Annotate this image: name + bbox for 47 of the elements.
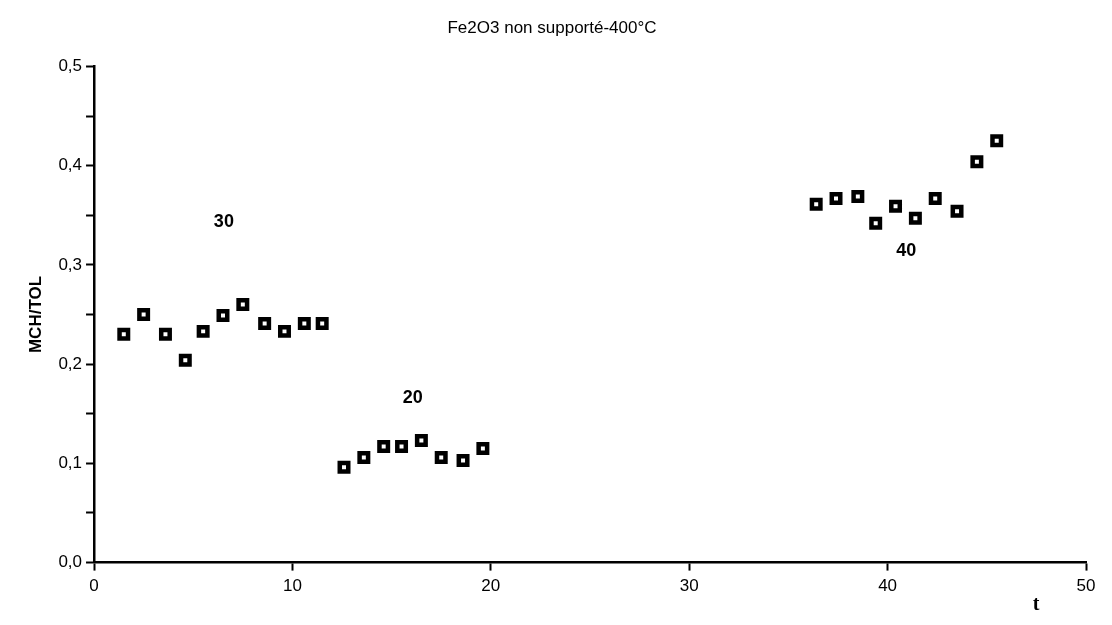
y-tick-label: 0,1 (58, 453, 83, 473)
annotation: 40 (896, 239, 917, 260)
point (889, 199, 903, 213)
point (258, 316, 272, 330)
point (395, 440, 409, 453)
point (970, 155, 984, 169)
point (869, 216, 883, 230)
annotation: 20 (402, 387, 423, 408)
point (851, 189, 865, 203)
y-tick-label: 0,0 (58, 552, 83, 572)
point (178, 353, 192, 367)
point (476, 441, 490, 455)
point (950, 204, 964, 218)
point (137, 308, 151, 321)
point (278, 324, 291, 338)
x-tick-label: 20 (481, 576, 501, 596)
point (456, 453, 470, 467)
point (809, 197, 823, 211)
x-tick-label: 10 (282, 576, 302, 596)
y-axis-title: MCH/TOL (25, 275, 45, 354)
x-tick-label: 30 (679, 576, 699, 596)
y-tick-label: 0,5 (58, 56, 83, 76)
point (216, 309, 230, 322)
point (236, 298, 250, 312)
chart-title: Fe2O3 non supporté-400°C (447, 17, 657, 37)
point (117, 327, 131, 341)
y-tick-label: 0,3 (58, 254, 83, 274)
point (337, 460, 351, 474)
point (196, 324, 210, 338)
point (297, 316, 311, 330)
x-tick-label: 0 (89, 576, 99, 596)
point (829, 191, 843, 205)
point (928, 191, 942, 205)
point (434, 450, 448, 464)
point (158, 327, 172, 341)
point (377, 440, 391, 453)
point (315, 316, 329, 330)
point (357, 450, 371, 464)
point (990, 134, 1004, 148)
annotation: 30 (213, 210, 234, 231)
x-tick-label: 40 (878, 576, 898, 596)
point (414, 434, 428, 448)
point (908, 211, 922, 225)
x-axis-title: t (1032, 591, 1040, 614)
y-tick-label: 0,4 (58, 155, 83, 175)
x-tick-label: 50 (1076, 576, 1096, 596)
y-tick-label: 0,2 (58, 353, 83, 373)
